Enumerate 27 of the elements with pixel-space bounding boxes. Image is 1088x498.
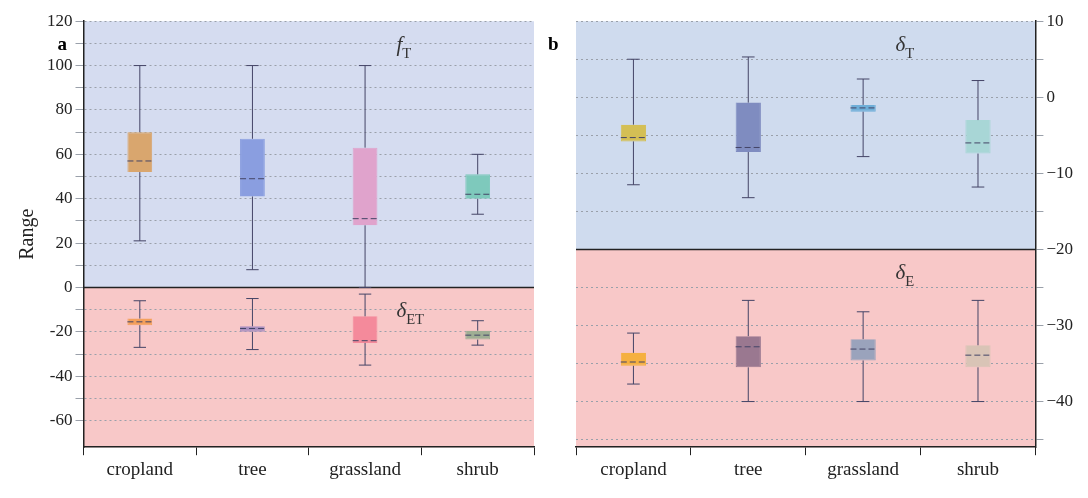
y2-tick-label: −40 — [1046, 391, 1074, 411]
y-tick-label: 0 — [64, 276, 73, 296]
y-tick-label: -20 — [49, 321, 73, 341]
y2-tick-label: 0 — [1046, 86, 1055, 106]
y-tick-label: 60 — [55, 143, 73, 163]
y2-tick-label: −30 — [1046, 314, 1074, 334]
x-tick-label: tree — [734, 457, 763, 479]
y2-tick-label: −20 — [1046, 238, 1074, 258]
x-tick-label: tree — [238, 457, 267, 479]
text: b — [548, 32, 559, 54]
y-tick-label: 100 — [47, 55, 73, 75]
y-tick-label: 20 — [55, 232, 73, 252]
y2-tick-label: 10 — [1046, 10, 1064, 30]
y-tick-label: 40 — [55, 188, 73, 208]
x-tick-label: cropland — [600, 457, 668, 479]
y-tick-label: 120 — [47, 10, 73, 30]
y-axis-title: Range — [15, 208, 39, 260]
text: a — [57, 32, 68, 54]
y2-tick-label: −10 — [1046, 162, 1074, 182]
y-tick-label: -40 — [49, 365, 73, 385]
x-tick-label: grassland — [329, 457, 402, 479]
y-tick-label: 80 — [55, 99, 73, 119]
x-tick-label: cropland — [106, 457, 174, 479]
x-tick-label: grassland — [827, 457, 900, 479]
x-tick-label: shrub — [456, 457, 499, 479]
x-tick-label: shrub — [956, 457, 1000, 479]
y-tick-label: -60 — [49, 410, 73, 430]
